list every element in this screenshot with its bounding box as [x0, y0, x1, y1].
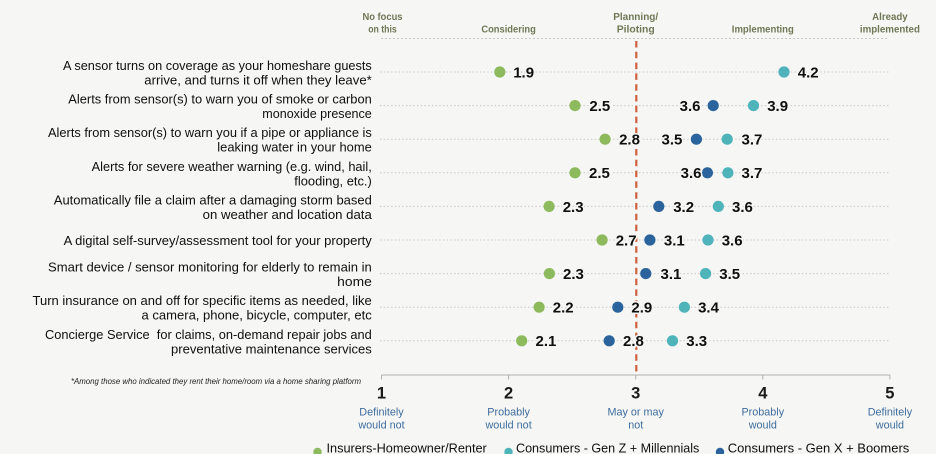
- svg-text:Alerts from sensor(s) to warn: Alerts from sensor(s) to warn you if a p…: [48, 125, 372, 140]
- svg-text:not: not: [628, 420, 643, 432]
- svg-text:on weather and location data: on weather and location data: [203, 207, 373, 222]
- svg-text:Piloting: Piloting: [617, 25, 655, 36]
- svg-text:3: 3: [631, 385, 640, 403]
- svg-text:implemented: implemented: [860, 25, 920, 36]
- svg-text:3.4: 3.4: [698, 300, 720, 317]
- svg-text:3.7: 3.7: [742, 132, 763, 149]
- svg-text:3.2: 3.2: [673, 199, 694, 216]
- svg-text:on this: on this: [368, 25, 397, 36]
- svg-text:3.1: 3.1: [661, 266, 682, 283]
- svg-text:Consumers - Gen X + Boomers: Consumers - Gen X + Boomers: [728, 441, 910, 454]
- svg-text:monoxide presence: monoxide presence: [262, 106, 372, 121]
- svg-text:Definitely: Definitely: [359, 406, 404, 418]
- svg-text:Definitely: Definitely: [868, 406, 913, 418]
- svg-text:Implementing: Implementing: [732, 25, 794, 36]
- svg-text:*Among those who indicated the: *Among those who indicated they rent the…: [71, 377, 361, 386]
- svg-text:3.6: 3.6: [681, 165, 702, 182]
- svg-text:3.6: 3.6: [680, 98, 701, 115]
- svg-text:preventative maintenance servi: preventative maintenance services: [171, 341, 372, 356]
- svg-text:Automatically file a claim aft: Automatically file a claim after a damag…: [54, 192, 372, 207]
- svg-text:2.3: 2.3: [563, 266, 584, 283]
- svg-text:Concierge Service for claims,: Concierge Service for claims, on-demand …: [45, 327, 372, 342]
- svg-text:1: 1: [377, 385, 386, 403]
- svg-text:Already: Already: [872, 12, 908, 23]
- svg-text:Smart device / sensor monitori: Smart device / sensor monitoring for eld…: [48, 260, 372, 275]
- svg-text:4: 4: [758, 385, 768, 403]
- svg-text:3.6: 3.6: [732, 199, 753, 216]
- svg-text:2.7: 2.7: [616, 232, 637, 249]
- svg-text:arrive, and turns it off when: arrive, and turns it off when they leave…: [144, 73, 372, 88]
- svg-text:Alerts for severe weather warn: Alerts for severe weather warning (e.g. …: [92, 159, 372, 174]
- svg-text:2.2: 2.2: [553, 300, 574, 317]
- svg-text:would not: would not: [357, 420, 404, 432]
- svg-text:2.9: 2.9: [631, 300, 652, 317]
- svg-text:3.6: 3.6: [722, 232, 743, 249]
- svg-text:A sensor turns on coverage as: A sensor turns on coverage as your homes…: [63, 58, 372, 73]
- svg-text:3.5: 3.5: [719, 266, 740, 283]
- svg-text:Consumers - Gen Z + Millennial: Consumers - Gen Z + Millennials: [516, 441, 700, 454]
- svg-text:Planning/: Planning/: [613, 12, 658, 23]
- svg-text:would: would: [748, 420, 777, 432]
- svg-text:flooding, etc.): flooding, etc.): [294, 173, 372, 188]
- svg-text:a camera, phone, bicycle, comp: a camera, phone, bicycle, computer, etc: [142, 308, 373, 323]
- svg-text:Considering: Considering: [481, 25, 536, 36]
- svg-text:Probably: Probably: [741, 406, 784, 418]
- svg-text:would not: would not: [484, 420, 531, 432]
- svg-text:3.3: 3.3: [686, 333, 707, 350]
- svg-text:2: 2: [504, 385, 513, 403]
- svg-text:A digital self-survey/assessme: A digital self-survey/assessment tool fo…: [64, 233, 373, 248]
- svg-text:May or may: May or may: [607, 406, 664, 418]
- svg-text:2.1: 2.1: [536, 333, 557, 350]
- svg-text:5: 5: [885, 385, 894, 403]
- svg-text:Alerts from sensor(s) to warn: Alerts from sensor(s) to warn you of smo…: [68, 92, 372, 107]
- svg-text:3.7: 3.7: [742, 165, 763, 182]
- svg-text:2.8: 2.8: [619, 132, 640, 149]
- svg-text:Insurers-Homeowner/Renter: Insurers-Homeowner/Renter: [327, 441, 488, 454]
- svg-text:Probably: Probably: [487, 406, 530, 418]
- svg-text:Turn insurance on and off for: Turn insurance on and off for specific i…: [33, 293, 372, 308]
- svg-text:3.1: 3.1: [664, 232, 685, 249]
- svg-text:2.8: 2.8: [623, 333, 644, 350]
- svg-text:leaking water in your home: leaking water in your home: [217, 140, 372, 155]
- svg-text:No focus: No focus: [363, 12, 403, 23]
- svg-text:3.5: 3.5: [662, 132, 683, 149]
- svg-text:2.3: 2.3: [563, 199, 584, 216]
- svg-text:1.9: 1.9: [513, 64, 534, 81]
- svg-text:would: would: [875, 420, 904, 432]
- svg-text:2.5: 2.5: [589, 165, 610, 182]
- svg-text:2.5: 2.5: [589, 98, 610, 115]
- svg-text:home: home: [337, 274, 372, 289]
- svg-text:4.2: 4.2: [798, 64, 819, 81]
- svg-text:3.9: 3.9: [767, 98, 788, 115]
